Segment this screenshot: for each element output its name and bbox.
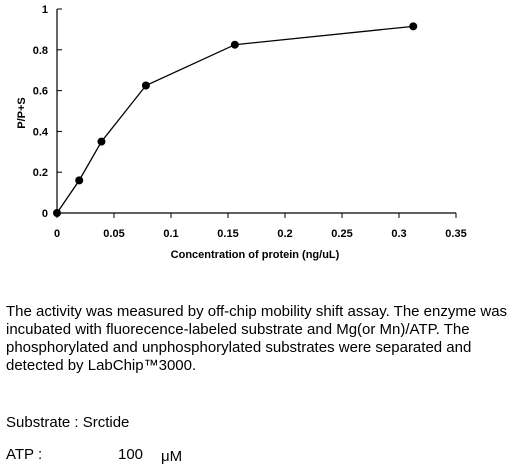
- y-tick-label: 0.8: [33, 45, 48, 57]
- x-tick-label: 0: [54, 228, 60, 240]
- atp-unit: μM: [161, 448, 183, 465]
- chart-axes: [56, 9, 456, 214]
- x-axis-title: Concentration of protein (ng/uL): [171, 249, 340, 261]
- chart-ticks: 0 0.2 0.4 0.6 0.8 1 0 0.05 0.1 0.15 0.2 0.25 0.3 0.35: [33, 4, 467, 240]
- y-tick-label: 0: [42, 208, 48, 220]
- y-tick-label: 0.6: [33, 86, 48, 98]
- assay-description: The activity was measured by off-chip mo…: [6, 303, 508, 374]
- substrate-row: Substrate : Srctide: [6, 414, 129, 432]
- data-point: [141, 81, 150, 90]
- x-tick-label: 0.1: [163, 228, 178, 240]
- data-point: [75, 176, 84, 185]
- y-tick-label: 0.2: [33, 167, 48, 179]
- substrate-label: Substrate : Srctide: [6, 414, 130, 431]
- data-point: [230, 40, 239, 49]
- x-tick-label: 0.25: [331, 228, 352, 240]
- atp-label: ATP :: [6, 446, 43, 463]
- y-tick-label: 0.4: [33, 126, 49, 138]
- data-point: [53, 209, 61, 217]
- series-line: [56, 25, 414, 214]
- chart: 0 0.2 0.4 0.6 0.8 1 0 0.05 0.1 0.15 0.2 0.25 0.3 0.35…: [16, 4, 467, 261]
- y-axis-title: P/P+S: [16, 97, 28, 129]
- x-tick-label: 0.15: [217, 228, 238, 240]
- atp-row: ATP : 100 μM: [6, 446, 226, 468]
- data-point: [409, 22, 418, 31]
- atp-value: 100: [118, 446, 144, 463]
- x-tick-label: 0.3: [391, 228, 406, 240]
- x-tick-label: 0.2: [277, 228, 292, 240]
- x-tick-label: 0.05: [103, 228, 124, 240]
- x-tick-label: 0.35: [445, 228, 466, 240]
- chart-series: [53, 22, 418, 217]
- y-tick-label: 1: [42, 4, 48, 16]
- data-point: [97, 137, 106, 146]
